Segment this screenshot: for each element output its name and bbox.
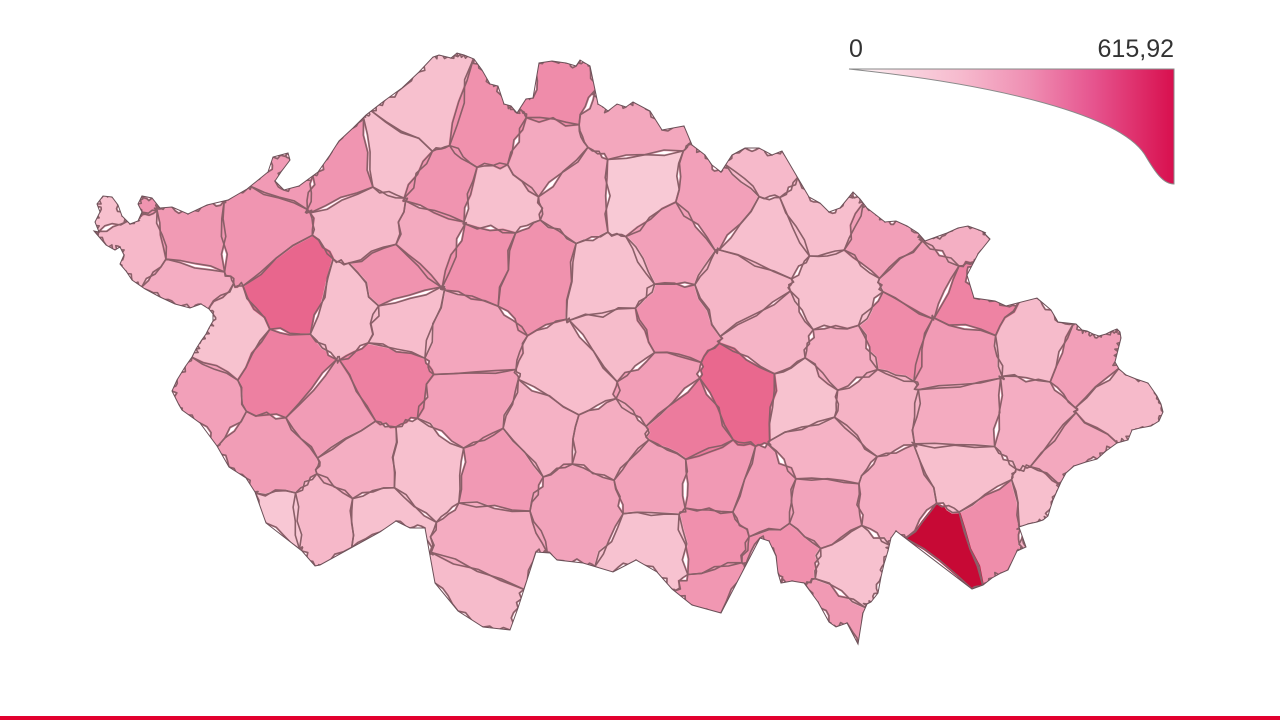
svg-text:0: 0 (849, 35, 863, 63)
svg-text:615,92: 615,92 (1098, 35, 1174, 63)
